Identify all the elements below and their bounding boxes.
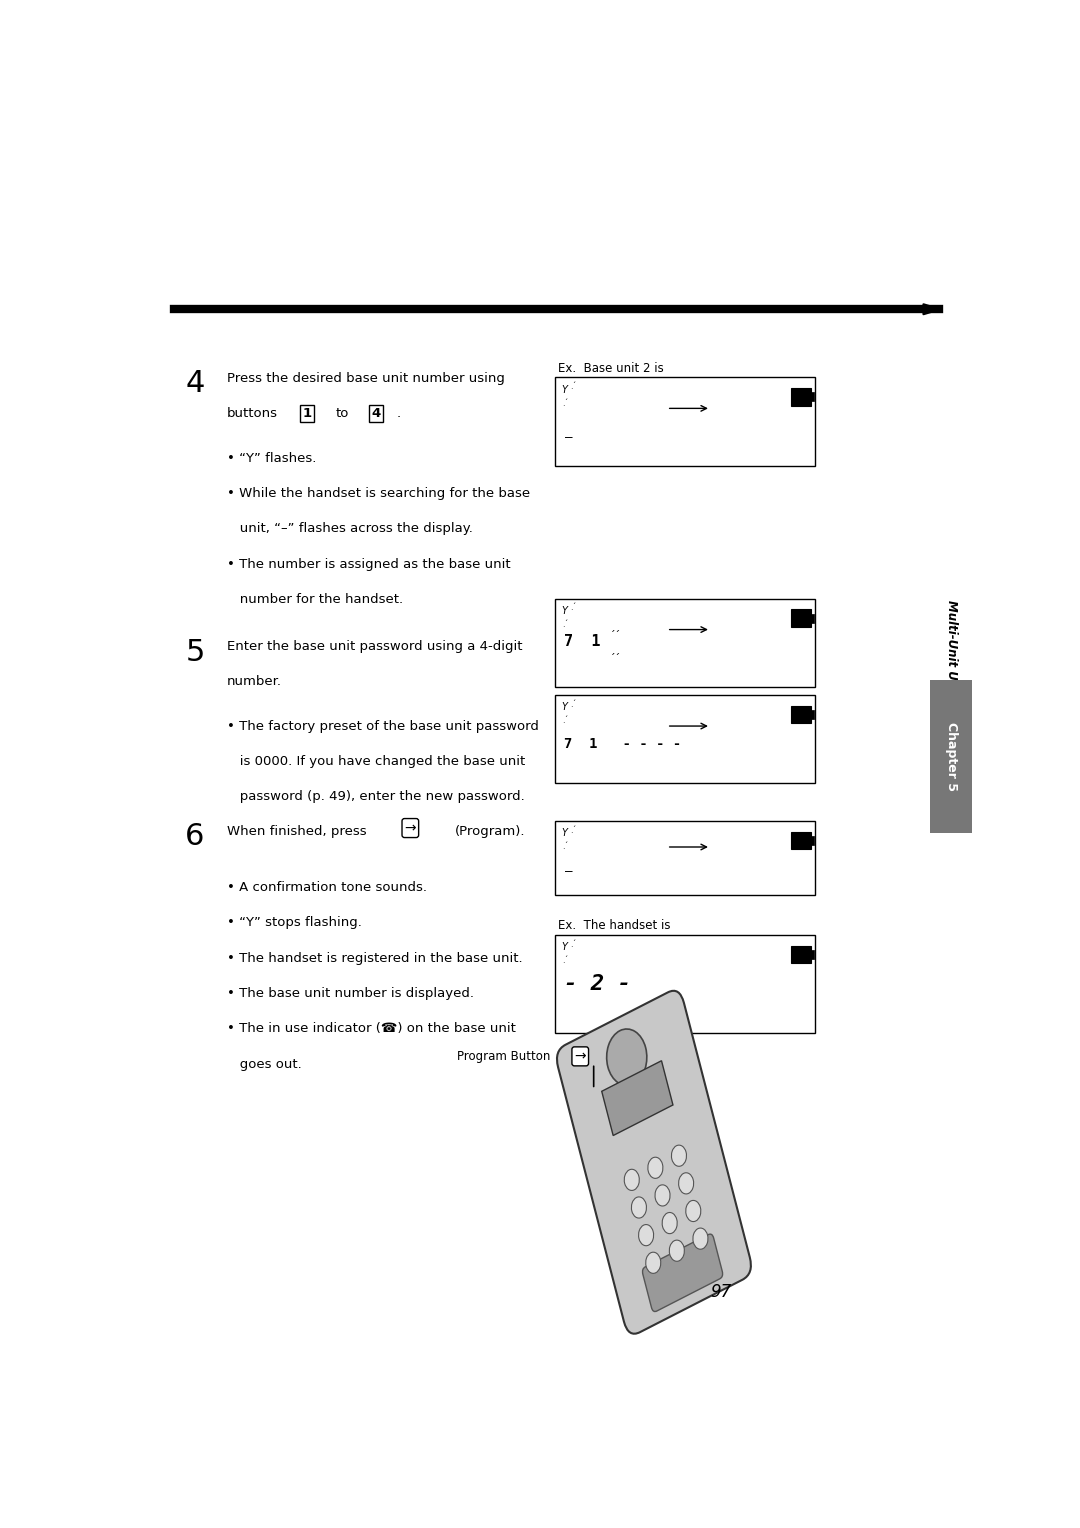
Bar — [555, 377, 814, 466]
Text: 97: 97 — [711, 1282, 731, 1300]
Text: 6: 6 — [186, 822, 204, 851]
Text: is 0000. If you have changed the base unit: is 0000. If you have changed the base un… — [227, 755, 525, 769]
Bar — [930, 680, 972, 833]
Text: • “Υ” stops flashing.: • “Υ” stops flashing. — [227, 917, 362, 929]
Text: 7  1: 7 1 — [564, 634, 600, 648]
Text: unit 2.: unit 2. — [557, 978, 619, 990]
Text: • “Υ” flashes.: • “Υ” flashes. — [227, 452, 316, 465]
Text: to: to — [336, 406, 349, 420]
Text: Υ: Υ — [562, 943, 568, 952]
Text: 5: 5 — [186, 637, 204, 666]
Circle shape — [686, 1201, 701, 1221]
Bar — [792, 610, 811, 626]
Text: selected.: selected. — [557, 390, 643, 402]
Circle shape — [638, 1224, 653, 1245]
Text: Enter the base unit password using a 4-digit: Enter the base unit password using a 4-d… — [227, 640, 523, 652]
Circle shape — [648, 1157, 663, 1178]
FancyBboxPatch shape — [557, 990, 751, 1334]
Text: –: – — [565, 865, 572, 879]
Text: 1: 1 — [302, 406, 311, 420]
Text: number for the handset.: number for the handset. — [227, 593, 403, 605]
Circle shape — [662, 1213, 677, 1233]
Text: password (p. 49), enter the new password.: password (p. 49), enter the new password… — [227, 790, 525, 804]
Text: Chapter 5: Chapter 5 — [945, 721, 958, 792]
Bar — [792, 831, 811, 850]
Text: 4: 4 — [186, 370, 204, 399]
Text: Multi-Unit User Operations: Multi-Unit User Operations — [945, 601, 958, 778]
Bar — [811, 950, 814, 960]
Text: number.: number. — [227, 675, 282, 688]
Text: –: – — [565, 431, 572, 445]
Text: Υ: Υ — [562, 703, 568, 712]
Text: registered in base: registered in base — [557, 947, 687, 961]
Text: .´: .´ — [570, 700, 577, 709]
Text: - 2 -: - 2 - — [564, 973, 631, 995]
Circle shape — [607, 1028, 647, 1085]
Text: Ex.  The handset is: Ex. The handset is — [557, 918, 671, 932]
Circle shape — [672, 1144, 687, 1166]
Text: • While the handset is searching for the base: • While the handset is searching for the… — [227, 487, 530, 500]
Text: (Program).: (Program). — [455, 825, 525, 837]
Bar — [792, 946, 811, 964]
Text: Press the desired base unit number using: Press the desired base unit number using — [227, 371, 505, 385]
Bar — [555, 821, 814, 895]
Text: • A confirmation tone sounds.: • A confirmation tone sounds. — [227, 882, 427, 894]
Text: .´: .´ — [570, 940, 577, 949]
Text: • The factory preset of the base unit password: • The factory preset of the base unit pa… — [227, 720, 539, 733]
Text: .´: .´ — [570, 604, 577, 613]
Text: ´´: ´´ — [609, 631, 621, 640]
Text: Υ: Υ — [562, 385, 568, 394]
Text: ´´: ´´ — [609, 654, 621, 663]
Text: Υ: Υ — [562, 605, 568, 616]
Text: .´: .´ — [562, 842, 568, 851]
Text: unit, “–” flashes across the display.: unit, “–” flashes across the display. — [227, 523, 473, 535]
Circle shape — [693, 1229, 708, 1250]
Circle shape — [632, 1196, 647, 1218]
Circle shape — [624, 1169, 639, 1190]
Text: • The handset is registered in the base unit.: • The handset is registered in the base … — [227, 952, 523, 964]
Text: • The number is assigned as the base unit: • The number is assigned as the base uni… — [227, 558, 511, 570]
Circle shape — [654, 1184, 670, 1206]
Text: .´: .´ — [562, 399, 568, 408]
Bar — [555, 935, 814, 1033]
Text: .: . — [396, 406, 401, 420]
Bar — [811, 711, 814, 720]
Text: .´: .´ — [570, 382, 577, 391]
Text: When finished, press: When finished, press — [227, 825, 367, 837]
Text: →: → — [575, 1050, 586, 1063]
Bar — [792, 706, 811, 723]
Text: .´: .´ — [570, 825, 577, 834]
Text: .´: .´ — [562, 717, 568, 726]
Bar — [811, 614, 814, 622]
Bar — [811, 836, 814, 845]
Text: Ex.  Base unit 2 is: Ex. Base unit 2 is — [557, 362, 663, 376]
Circle shape — [646, 1251, 661, 1273]
Circle shape — [670, 1241, 685, 1261]
FancyBboxPatch shape — [643, 1235, 723, 1311]
Text: .´: .´ — [562, 957, 568, 966]
Text: .´: .´ — [562, 620, 568, 630]
Circle shape — [678, 1174, 693, 1193]
Text: Program Button: Program Button — [457, 1050, 551, 1063]
Bar — [555, 599, 814, 688]
Bar — [555, 695, 814, 784]
Text: • The base unit number is displayed.: • The base unit number is displayed. — [227, 987, 474, 999]
Bar — [602, 1060, 673, 1135]
Text: 7  1   - - - -: 7 1 - - - - — [564, 736, 680, 750]
Bar — [792, 388, 811, 406]
Text: 4: 4 — [372, 406, 380, 420]
Text: goes out.: goes out. — [227, 1057, 301, 1071]
Text: Υ: Υ — [562, 828, 568, 839]
Bar — [811, 393, 814, 402]
Text: →: → — [405, 821, 416, 836]
Text: buttons: buttons — [227, 406, 278, 420]
Text: • The in use indicator (☎) on the base unit: • The in use indicator (☎) on the base u… — [227, 1022, 516, 1036]
